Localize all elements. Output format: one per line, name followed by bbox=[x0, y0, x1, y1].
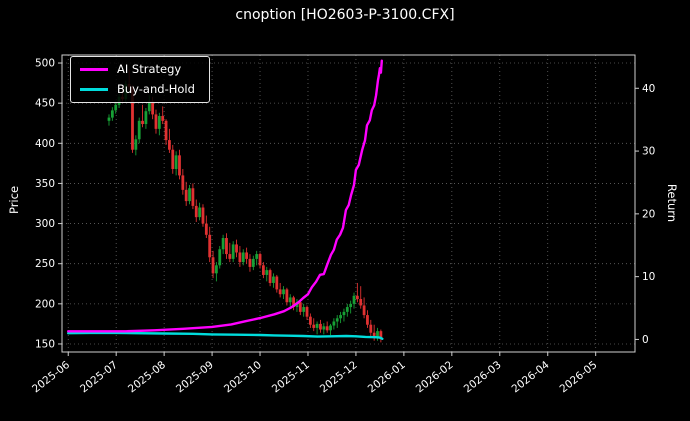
svg-text:250: 250 bbox=[35, 258, 55, 270]
svg-text:30: 30 bbox=[642, 146, 655, 158]
legend-label-ai-strategy: AI Strategy bbox=[117, 62, 182, 76]
svg-text:200: 200 bbox=[35, 298, 55, 310]
svg-text:10: 10 bbox=[642, 271, 655, 283]
svg-text:150: 150 bbox=[35, 338, 55, 350]
legend-label-buy-and-hold: Buy-and-Hold bbox=[117, 81, 195, 96]
legend-item-ai-strategy: AI Strategy bbox=[80, 62, 195, 76]
svg-text:20: 20 bbox=[642, 208, 655, 220]
ai-strategy-line bbox=[66, 59, 383, 333]
chart-title: cnoption [HO2603-P-3100.CFX] bbox=[235, 7, 455, 23]
svg-text:0: 0 bbox=[642, 334, 649, 346]
svg-text:400: 400 bbox=[35, 138, 55, 150]
buy-and-hold-line-swatch bbox=[80, 87, 108, 91]
ai-strategy-line-swatch bbox=[80, 68, 108, 72]
svg-text:500: 500 bbox=[35, 58, 55, 70]
svg-text:450: 450 bbox=[35, 98, 55, 110]
svg-text:350: 350 bbox=[35, 178, 55, 190]
legend-item-buy-and-hold: Buy-and-Hold bbox=[80, 81, 195, 96]
buy-and-hold-line bbox=[66, 331, 384, 340]
candles bbox=[107, 69, 383, 343]
legend: AI Strategy Buy-and-Hold bbox=[70, 56, 210, 103]
gridlines bbox=[62, 55, 635, 352]
right-axis-title: Return bbox=[665, 183, 679, 223]
svg-text:40: 40 bbox=[642, 83, 655, 95]
svg-text:300: 300 bbox=[35, 218, 55, 230]
tick-marks bbox=[58, 62, 639, 356]
left-axis-title: Price bbox=[7, 185, 21, 215]
